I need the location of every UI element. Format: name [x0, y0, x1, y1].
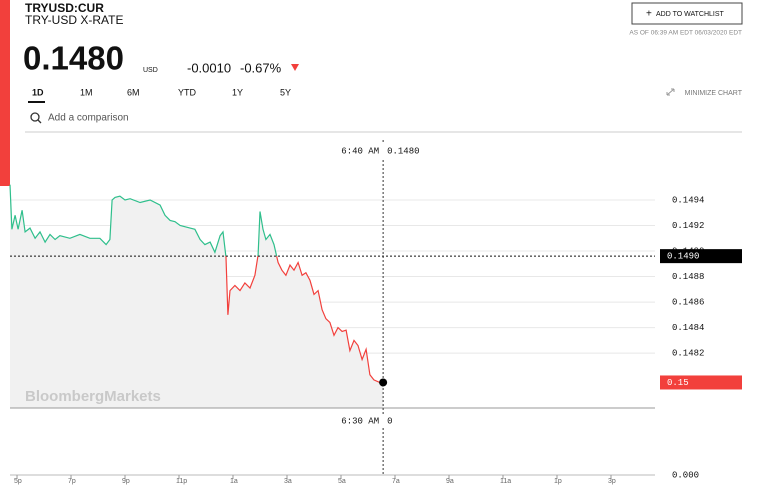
x-tick-label: 3a [284, 478, 292, 485]
instrument-name: TRY-USD X-RATE [25, 13, 123, 27]
last-point [379, 378, 388, 387]
x-tick-label: 7p [68, 478, 76, 485]
y-tick-label: 0.1488 [672, 272, 704, 282]
crosshair-value: 0.1480 [387, 146, 419, 156]
comparison-input[interactable]: Add a comparison [48, 113, 129, 124]
accent-bar [0, 0, 10, 186]
price: 0.1480 [23, 40, 124, 77]
down-arrow [291, 64, 299, 71]
range-tab[interactable]: 1Y [232, 87, 243, 97]
range-tabs: 1D 1M 6M YTD 1Y 5Y [28, 87, 291, 103]
y-tick-label: 0.1486 [672, 297, 704, 307]
crosshair-time: 6:40 AM [341, 146, 379, 156]
price-line-below [225, 256, 384, 384]
last-price-badge [660, 375, 742, 390]
area [10, 184, 384, 408]
currency: USD [143, 67, 158, 74]
range-tab[interactable]: YTD [178, 87, 197, 97]
minimize-chart[interactable]: MINIMIZE CHART [685, 90, 743, 97]
ticker: TRYUSD:CUR [25, 1, 104, 15]
button-label[interactable]: ADD TO WATCHLIST [656, 11, 725, 18]
timestamp: AS OF 06:39 AM EDT 06/03/2020 EDT [629, 30, 742, 37]
crosshair-volume: 0 [387, 416, 392, 426]
last-price-label: 0.15 [667, 378, 689, 388]
watermark: BloombergMarkets [25, 388, 161, 405]
range-tab[interactable]: 6M [127, 87, 140, 97]
range-tab[interactable]: 1D [32, 87, 44, 97]
previous-close-label: 0.1490 [667, 252, 699, 262]
x-tick-label: 7a [392, 478, 400, 485]
x-tick-label: 3p [608, 478, 616, 485]
search-icon-handle [37, 119, 42, 124]
y-tick-label: 0.1482 [672, 348, 704, 358]
crosshair-time: 6:30 AM [341, 416, 379, 426]
x-tick-label: 5a [338, 478, 346, 485]
previous-close-badge [660, 249, 742, 264]
crosshair-badge [333, 414, 400, 428]
x-tick-label: 11p [176, 478, 187, 485]
y-tick-label: 0.1494 [672, 195, 704, 205]
y-tick-label: 0.1492 [672, 221, 704, 231]
chart: 0.1482 0.1484 0.1486 0.1488 0.1490 0.1492 0.14… [9, 140, 742, 485]
volume-tick-label: 0.000 [672, 470, 699, 480]
button-frame[interactable] [631, 2, 743, 25]
watchlist-button[interactable]: + ADD TO WATCHLIST [631, 2, 743, 25]
range-tab[interactable]: 1M [80, 87, 93, 97]
x-tick-label: 5p [14, 478, 22, 485]
x-tick-label: 9a [446, 478, 454, 485]
x-tick-label: 11a [500, 478, 511, 485]
crosshair-badge [333, 144, 408, 158]
range-tab[interactable]: 5Y [280, 87, 291, 97]
x-tick-label: 1a [230, 478, 238, 485]
change-pct: -0.67% [240, 60, 282, 75]
minimize-icon [666, 88, 675, 96]
x-tick-label: 1p [554, 478, 562, 485]
plus-icon: + [646, 9, 652, 20]
change: -0.0010 [187, 60, 231, 75]
x-tick-label: 9p [122, 478, 130, 485]
y-tick-label: 0.1484 [672, 323, 704, 333]
search-icon [30, 112, 40, 122]
price-line-above [9, 184, 278, 257]
